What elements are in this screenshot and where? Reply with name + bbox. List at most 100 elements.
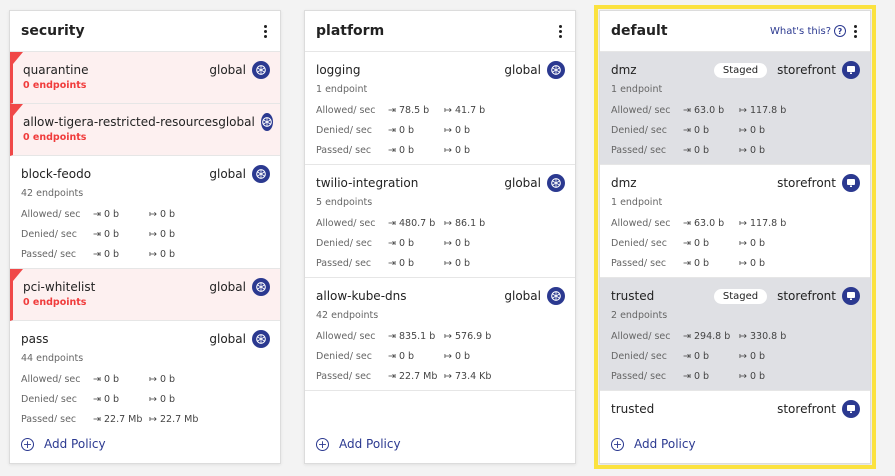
ingress-icon: ⇥ [93,393,104,405]
policy-row[interactable]: allow-tigera-restricted-resources global … [10,104,280,156]
policy-list[interactable]: logging global 1 endpoint Allowed/ sec ⇥ … [305,52,575,422]
policy-scope: global [209,280,246,294]
egress-icon: ↦ [444,370,455,382]
egress-rate: 117.8 b [749,217,787,229]
egress-value: ↦ 22.7 Mb [149,414,198,423]
add-policy-button[interactable]: + Add Policy [611,437,696,451]
policy-name: allow-tigera-restricted-resources [23,115,219,129]
endpoint-count: 0 endpoints [23,297,87,308]
whats-this-link[interactable]: What's this?? [770,25,846,37]
ingress-value: ⇥ 0 b [683,145,739,156]
egress-value: ↦ 0 b [149,394,175,405]
policy-list[interactable]: dmz Staged storefront 1 endpoint Allowed/ … [600,52,870,422]
egress-icon: ↦ [444,217,455,229]
ingress-rate: 0 b [103,208,120,220]
stat-label: Passed/ sec [611,257,667,269]
kubernetes-icon [252,165,270,183]
ingress-icon: ⇥ [683,144,694,156]
stat-label: Passed/ sec [316,370,372,382]
tier-menu-icon[interactable] [264,24,268,38]
egress-icon: ↦ [739,330,750,342]
egress-rate: 330.8 b [749,330,787,342]
ingress-rate: 0 b [693,370,710,382]
tier-title: platform [316,23,385,39]
ingress-icon: ⇥ [388,370,399,382]
add-policy-button[interactable]: + Add Policy [316,437,401,451]
kubernetes-icon [547,61,565,79]
egress-rate: 0 b [749,144,766,156]
ingress-icon: ⇥ [93,228,104,240]
ingress-value: ⇥ 63.0 b [683,218,739,229]
egress-value: ↦ 0 b [444,125,470,136]
stat-allowed: Allowed/ sec ⇥ 0 b ↦ 0 b [21,204,270,224]
egress-value: ↦ 330.8 b [739,331,786,342]
egress-value: ↦ 0 b [444,258,470,269]
policy-row[interactable]: logging global 1 endpoint Allowed/ sec ⇥ … [305,52,575,165]
stat-passed: Passed/ sec ⇥ 22.7 Mb ↦ 73.4 Kb [316,366,565,386]
egress-rate: 22.7 Mb [159,413,199,423]
ingress-icon: ⇥ [388,350,399,362]
ingress-value: ⇥ 0 b [683,238,739,249]
policy-row[interactable]: dmz Staged storefront 1 endpoint Allowed/ … [600,52,870,165]
policy-row[interactable]: pass global 44 endpoints Allowed/ sec ⇥ 0… [10,321,280,422]
ingress-rate: 0 b [693,144,710,156]
kubernetes-icon [252,330,270,348]
endpoint-count: 1 endpoint [611,197,663,208]
tier-menu-icon[interactable] [559,24,563,38]
stat-label: Allowed/ sec [611,104,671,116]
ingress-value: ⇥ 0 b [93,229,149,240]
endpoint-count: 2 endpoints [611,310,668,321]
ingress-icon: ⇥ [388,144,399,156]
ingress-value: ⇥ 0 b [93,394,149,405]
policy-name: block-feodo [21,167,92,181]
policy-row[interactable]: quarantine global 0 endpoints [10,52,280,104]
stat-passed: Passed/ sec ⇥ 0 b ↦ 0 b [316,253,565,273]
egress-value: ↦ 576.9 b [444,331,491,342]
policy-list[interactable]: quarantine global 0 endpoints allow-tiger… [10,52,280,422]
egress-icon: ↦ [444,237,455,249]
kubernetes-icon [260,113,273,131]
ingress-value: ⇥ 0 b [388,145,444,156]
egress-rate: 117.8 b [749,104,787,116]
policy-row[interactable]: pci-whitelist global 0 endpoints [10,269,280,321]
kubernetes-icon [547,287,565,305]
policy-row[interactable]: block-feodo global 42 endpoints Allowed/ … [10,156,280,269]
tier-card-security: security quarantine global 0 endpoints al… [9,10,281,464]
policy-row[interactable]: allow-kube-dns global 42 endpoints Allowe… [305,278,575,391]
stat-allowed: Allowed/ sec ⇥ 78.5 b ↦ 41.7 b [316,100,565,120]
endpoint-count: 42 endpoints [316,310,379,321]
policy-row[interactable]: trusted Staged storefront 2 endpoints Allo… [600,278,870,391]
stat-label: Passed/ sec [316,257,372,269]
endpoint-count: 44 endpoints [21,353,84,364]
ingress-icon: ⇥ [388,330,399,342]
stat-denied: Denied/ sec ⇥ 0 b ↦ 0 b [611,346,860,366]
ingress-rate: 0 b [693,237,710,249]
kubernetes-icon [252,61,270,79]
egress-rate: 86.1 b [454,217,486,229]
egress-rate: 0 b [749,237,766,249]
ingress-rate: 0 b [398,237,415,249]
egress-value: ↦ 0 b [739,258,765,269]
add-policy-button[interactable]: + Add Policy [21,437,106,451]
egress-icon: ↦ [149,373,160,385]
stat-label: Denied/ sec [611,124,667,136]
stat-passed: Passed/ sec ⇥ 0 b ↦ 0 b [316,140,565,160]
stat-denied: Denied/ sec ⇥ 0 b ↦ 0 b [21,389,270,409]
policy-row[interactable]: twilio-integration global 5 endpoints All… [305,165,575,278]
egress-icon: ↦ [739,370,750,382]
ingress-value: ⇥ 0 b [93,209,149,220]
ingress-rate: 0 b [398,350,415,362]
policy-row[interactable]: dmz storefront 1 endpoint Allowed/ sec ⇥ … [600,165,870,278]
egress-icon: ↦ [444,257,455,269]
policy-row[interactable]: trusted storefront [600,391,870,422]
namespace-icon [842,61,860,79]
tier-menu-icon[interactable] [854,24,858,38]
ingress-rate: 0 b [398,144,415,156]
egress-icon: ↦ [149,208,160,220]
plus-circle-icon: + [316,437,329,451]
policy-scope: global [209,63,246,77]
tier-title: default [611,23,668,39]
ingress-icon: ⇥ [683,217,694,229]
egress-icon: ↦ [149,228,160,240]
ingress-value: ⇥ 0 b [683,258,739,269]
